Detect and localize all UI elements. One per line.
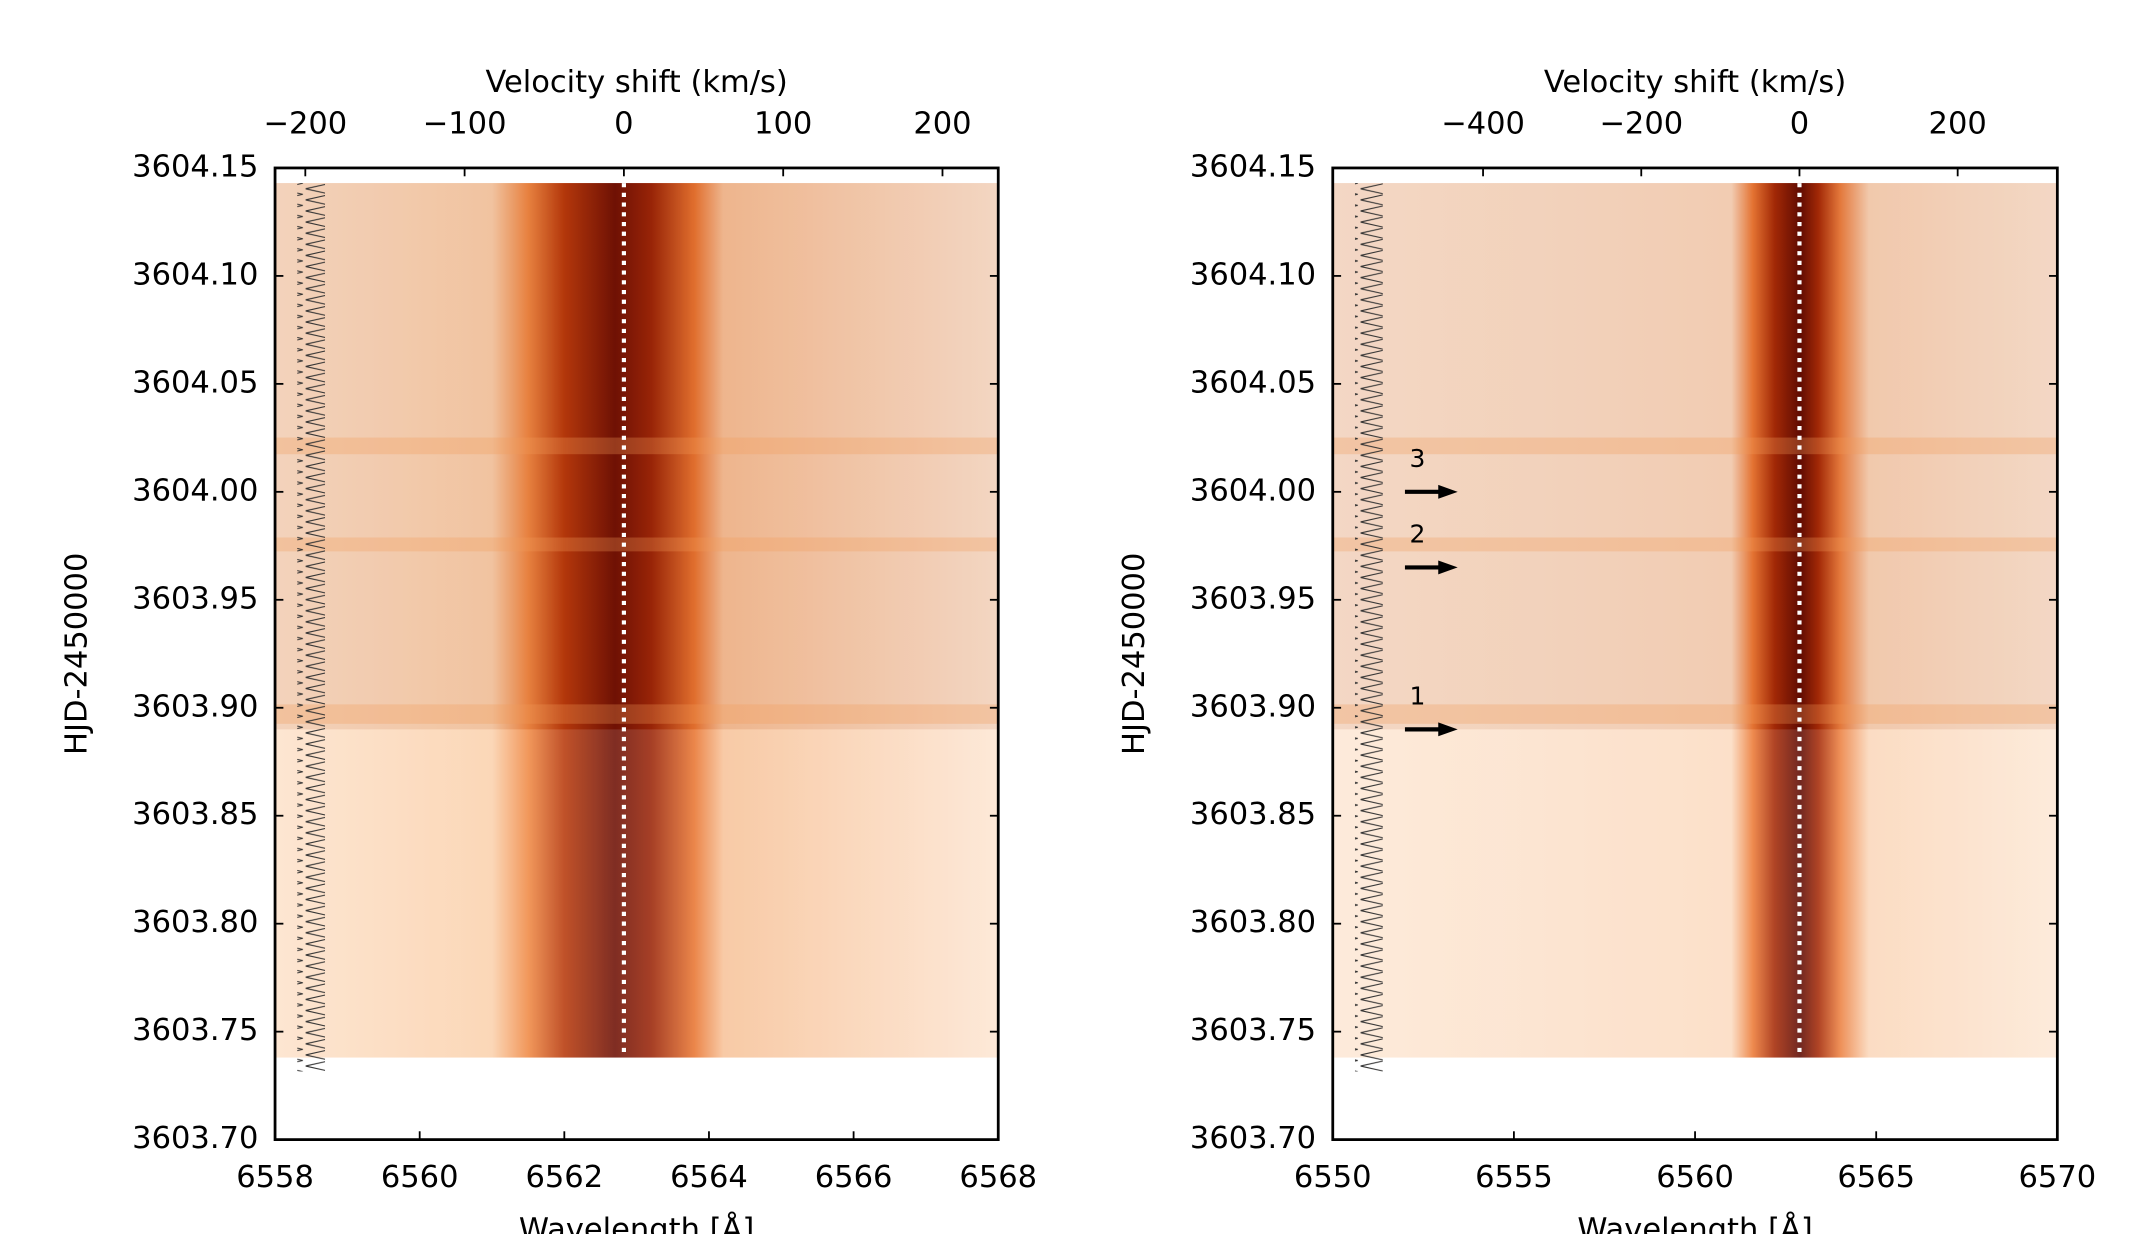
y-tick-label: 3604.15 <box>132 149 258 184</box>
spectrum-shade <box>275 183 999 730</box>
x2-tick-label: 200 <box>913 106 971 141</box>
y-tick-label: 3603.90 <box>1190 689 1316 724</box>
y-tick-label: 3604.15 <box>1190 149 1316 184</box>
spectrum-image <box>275 183 999 1058</box>
y-axis-label: HJD-2450000 <box>1117 553 1152 755</box>
x-tick-label: 6562 <box>525 1160 603 1195</box>
x-tick-label: 6570 <box>2019 1160 2097 1195</box>
spectrum-lower <box>1332 729 2058 1058</box>
x2-tick-label: 0 <box>1790 106 1809 141</box>
x-tick-label: 6566 <box>815 1160 893 1195</box>
spectrum-shade <box>1332 183 2058 730</box>
observation-markers <box>1354 183 1383 1072</box>
observation-markers <box>297 183 326 1072</box>
y-tick-label: 3604.10 <box>1190 257 1316 292</box>
x2-tick-label: −400 <box>1441 106 1525 141</box>
x2-tick-label: −200 <box>1599 106 1683 141</box>
arrow-head <box>1438 722 1458 737</box>
y-tick-label: 3603.85 <box>1190 797 1316 832</box>
arrow-head <box>1438 560 1458 575</box>
spectrum-streak <box>1332 437 2058 455</box>
y-tick-label: 3604.10 <box>132 257 258 292</box>
annotation: 3 <box>1409 444 1425 473</box>
spectrum-lower <box>275 729 999 1058</box>
y-tick-label: 3603.90 <box>132 689 258 724</box>
y-tick-label: 3603.95 <box>1190 581 1316 616</box>
x-tick-label: 6560 <box>1656 1160 1734 1195</box>
y-tick-label: 3604.00 <box>132 473 258 508</box>
y-tick-label: 3603.70 <box>132 1121 258 1156</box>
x2-axis-label: Velocity shift (km/s) <box>485 65 787 100</box>
x2-axis-label: Velocity shift (km/s) <box>1544 65 1846 100</box>
x-tick-label: 6558 <box>236 1160 314 1195</box>
y-tick-label: 3603.80 <box>132 905 258 940</box>
plot-frame <box>273 166 1000 1141</box>
x-axis-label: Wavelength [Å] <box>1577 1212 1812 1234</box>
x2-tick-label: −100 <box>423 106 507 141</box>
x2-tick-label: 0 <box>614 106 633 141</box>
x-tick-label: 6550 <box>1294 1160 1372 1195</box>
spectrum-streak <box>1332 704 2058 724</box>
y-tick-label: 3603.80 <box>1190 905 1316 940</box>
y-tick-label: 3604.05 <box>132 365 258 400</box>
x2-tick-label: 200 <box>1929 106 1987 141</box>
x-tick-label: 6555 <box>1475 1160 1553 1195</box>
x2-tick-label: −200 <box>263 106 347 141</box>
annotation: 1 <box>1409 681 1425 710</box>
y-tick-label: 3603.70 <box>1190 1121 1316 1156</box>
annotation: 2 <box>1409 519 1425 548</box>
x-tick-label: 6565 <box>1837 1160 1915 1195</box>
spectrum-streak <box>1332 537 2058 552</box>
y-tick-label: 3603.95 <box>132 581 258 616</box>
spectrum-image <box>1332 183 2058 1058</box>
x-tick-label: 6564 <box>670 1160 748 1195</box>
arrow-head <box>1438 484 1458 499</box>
spectrum-streak <box>275 537 999 552</box>
y-tick-label: 3603.85 <box>132 797 258 832</box>
spectrum-streak <box>275 704 999 724</box>
y-tick-label: 3604.05 <box>1190 365 1316 400</box>
x-tick-label: 6560 <box>381 1160 459 1195</box>
y-axis-label: HJD-2450000 <box>59 553 94 755</box>
x2-tick-label: 100 <box>754 106 812 141</box>
y-tick-label: 3603.75 <box>1190 1013 1316 1048</box>
x-tick-label: 6568 <box>959 1160 1037 1195</box>
spectrum-streak <box>275 437 999 455</box>
x-axis-label: Wavelength [Å] <box>519 1212 754 1234</box>
y-tick-label: 3603.75 <box>132 1013 258 1048</box>
y-tick-label: 3604.00 <box>1190 473 1316 508</box>
